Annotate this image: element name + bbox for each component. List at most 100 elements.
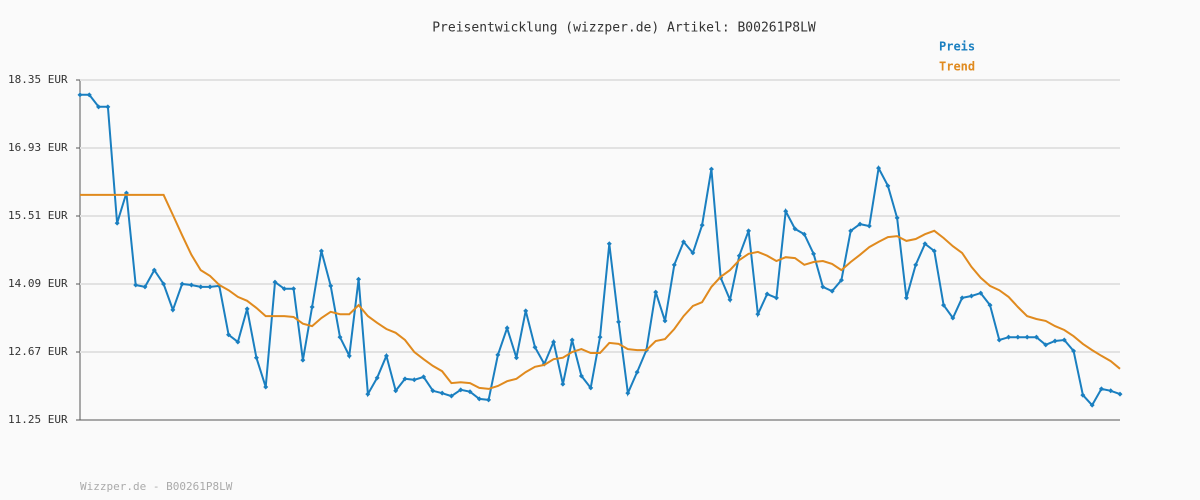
point [931, 248, 937, 254]
point [439, 390, 445, 396]
point [773, 295, 779, 301]
point [318, 248, 324, 254]
y-tick-label: 15.51 EUR [8, 209, 68, 222]
point [606, 241, 612, 247]
point [560, 381, 566, 387]
point [616, 319, 622, 325]
point [1089, 402, 1095, 408]
chart-title: Preisentwicklung (wizzper.de) Artikel: B… [432, 21, 816, 36]
point [885, 183, 891, 189]
point [495, 352, 501, 358]
point [996, 337, 1002, 343]
point [681, 239, 687, 245]
point [588, 385, 594, 391]
point [226, 332, 232, 338]
point [1071, 348, 1077, 354]
point [532, 344, 538, 350]
point [699, 222, 705, 228]
y-tick-label: 18.35 EUR [8, 73, 68, 86]
point [597, 334, 603, 340]
point [151, 267, 157, 273]
point [328, 283, 334, 289]
point [578, 373, 584, 379]
point [374, 375, 380, 381]
point [235, 339, 241, 345]
point [987, 302, 993, 308]
point [383, 353, 389, 359]
point [1015, 334, 1021, 340]
point [1033, 334, 1039, 340]
point [133, 282, 139, 288]
point [86, 92, 92, 98]
point [486, 397, 492, 403]
point [755, 311, 761, 317]
point [866, 223, 872, 229]
point [458, 387, 464, 393]
y-tick-label: 12.67 EUR [8, 345, 68, 358]
point [829, 288, 835, 294]
point [801, 231, 807, 237]
point [244, 306, 250, 312]
point [142, 284, 148, 290]
legend-entry: Preis [939, 40, 975, 54]
point [838, 277, 844, 283]
point [625, 390, 631, 396]
point [346, 353, 352, 359]
point [291, 286, 297, 292]
point [569, 337, 575, 343]
point [653, 289, 659, 295]
point [513, 355, 519, 361]
point [393, 388, 399, 394]
point [300, 357, 306, 363]
point [1061, 337, 1067, 343]
point [1043, 342, 1049, 348]
point [476, 396, 482, 402]
point [1052, 338, 1058, 344]
point [77, 92, 83, 98]
point [1006, 334, 1012, 340]
point [690, 250, 696, 256]
point [634, 369, 640, 375]
point [903, 295, 909, 301]
point [272, 279, 278, 285]
point [941, 302, 947, 308]
point [671, 262, 677, 268]
point [764, 291, 770, 297]
point [170, 307, 176, 313]
point [504, 325, 510, 331]
point [950, 315, 956, 321]
point [792, 226, 798, 232]
point [198, 284, 204, 290]
point [746, 228, 752, 234]
point [430, 388, 436, 394]
point [783, 208, 789, 214]
point [894, 215, 900, 221]
point [820, 284, 826, 290]
point [253, 355, 259, 361]
point [857, 221, 863, 227]
point [365, 391, 371, 397]
point [448, 393, 454, 399]
point [708, 166, 714, 172]
point [337, 334, 343, 340]
point [161, 281, 167, 287]
point [523, 308, 529, 314]
point [402, 376, 408, 382]
y-tick-label: 14.09 EUR [8, 277, 68, 290]
point [978, 290, 984, 296]
point [959, 295, 965, 301]
point [968, 293, 974, 299]
point [96, 104, 102, 110]
series-line [80, 93, 1121, 407]
point [1117, 391, 1123, 397]
point [922, 241, 928, 247]
point [281, 286, 287, 292]
point [1024, 334, 1030, 340]
source: Wizzper.de - B00261P8LW [80, 480, 233, 493]
y-tick-label: 11.25 EUR [8, 413, 68, 426]
point [662, 318, 668, 324]
point [114, 220, 120, 226]
point [913, 262, 919, 268]
